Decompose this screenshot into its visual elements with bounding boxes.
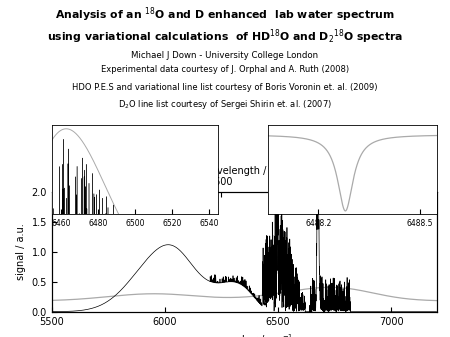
X-axis label: wavelength / nm: wavelength / nm — [203, 166, 285, 177]
Text: HDO P.E.S and variational line list courtesy of Boris Voronin et. al. (2009): HDO P.E.S and variational line list cour… — [72, 83, 378, 92]
Text: Experimental data courtesy of J. Orphal and A. Ruth (2008): Experimental data courtesy of J. Orphal … — [101, 65, 349, 74]
Text: Analysis of an $^{18}$O and D enhanced  lab water spectrum: Analysis of an $^{18}$O and D enhanced l… — [55, 5, 395, 24]
Y-axis label: signal / a.u.: signal / a.u. — [16, 223, 26, 280]
X-axis label: wavenumber / cm$^{-1}$: wavenumber / cm$^{-1}$ — [194, 332, 294, 337]
Text: Michael J Down - University College London: Michael J Down - University College Lond… — [131, 51, 319, 60]
Text: D$_2$O line list courtesy of Sergei Shirin et. al. (2007): D$_2$O line list courtesy of Sergei Shir… — [118, 98, 332, 111]
Text: using variational calculations  of HD$^{18}$O and D$_2$$^{18}$O spectra: using variational calculations of HD$^{1… — [47, 28, 403, 46]
